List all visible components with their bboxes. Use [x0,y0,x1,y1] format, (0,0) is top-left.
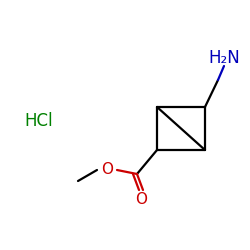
Text: HCl: HCl [24,112,53,130]
Text: H₂N: H₂N [208,49,240,67]
Text: O: O [135,192,147,208]
Text: O: O [101,162,113,178]
